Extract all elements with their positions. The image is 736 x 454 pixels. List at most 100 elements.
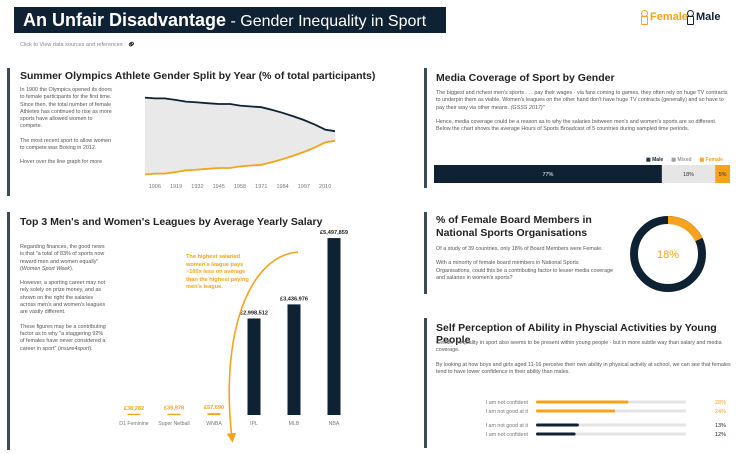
media-paragraph-2: Hence, media coverage could be a reason … <box>436 118 717 133</box>
media-legend-mixed: ▦ Mixed <box>671 157 691 163</box>
legend-male-label: Male <box>696 10 721 23</box>
olympics-line-female <box>144 139 336 176</box>
sources-link[interactable]: Click to View data sources and reference… <box>20 37 139 52</box>
perception-bar <box>536 400 629 404</box>
olympics-x-tick: 1945 <box>213 184 225 190</box>
salary-annotation: The highest salaried women's league pays… <box>186 254 249 291</box>
media-legend-mixed-label: Mixed <box>677 157 692 163</box>
media-title: Media Coverage of Sport by Gender <box>436 72 615 84</box>
salary-value-label: £2,998,512 <box>240 311 268 317</box>
title-bold: An Unfair Disadvantage <box>23 10 227 30</box>
section-marker-salary <box>7 212 10 450</box>
salary-paragraph-1: Regarding finances, the good news is tha… <box>20 244 108 273</box>
salary-bar <box>287 304 301 415</box>
olympics-x-tick: 1997 <box>298 184 310 190</box>
perception-row-label: I am not good at it <box>486 409 529 415</box>
salary-category-label: IPL <box>250 421 258 427</box>
sources-link-label: Click to View data sources and reference… <box>20 41 123 48</box>
perception-paragraph-1: Gender inequality in sport also seems to… <box>436 340 722 354</box>
section-marker-board <box>424 212 427 294</box>
perception-value-label: 13% <box>715 423 726 429</box>
media-citation: (GSSS 2017)" <box>510 104 545 111</box>
salary-p1-text: Regarding finances, the good news is tha… <box>20 244 105 272</box>
salary-category-label: NBA <box>329 421 340 427</box>
section-marker-perception <box>424 318 427 448</box>
perception-row-label: I am not confident <box>486 432 529 438</box>
legend-male[interactable]: Male <box>686 10 721 25</box>
perception-track <box>536 432 686 436</box>
salary-paragraph-2: However, a sporting career may not rely … <box>20 280 106 316</box>
salary-category-label: Super Netball <box>158 421 189 427</box>
legend-female-label: Female <box>650 10 688 23</box>
perception-value-label: 24% <box>715 409 726 415</box>
salary-category-label: D1 Feminine <box>119 421 149 427</box>
male-figure-icon <box>686 10 694 25</box>
olympics-line-male <box>144 96 336 133</box>
perception-value-label: 28% <box>715 400 726 406</box>
salary-annotation-arrow <box>226 251 299 443</box>
media-legend-female-label: Female <box>705 157 723 163</box>
page-title: An Unfair Disadvantage - Gender Inequali… <box>14 7 446 33</box>
media-legend-male: ▦ Male <box>646 157 663 163</box>
salary-p1-end: ). <box>69 265 74 272</box>
perception-row-label: I am not good at it <box>486 423 529 429</box>
media-bar-label-male: 77% <box>542 172 553 178</box>
olympics-x-tick: 1932 <box>191 184 203 190</box>
female-icon: ▦ <box>699 157 705 163</box>
perception-value-label: 12% <box>715 432 726 438</box>
perception-title: Self Perception of Ability in Physcial A… <box>436 322 717 346</box>
female-figure-icon <box>640 10 648 25</box>
olympics-x-tick: 1971 <box>255 184 267 190</box>
salary-p1-citation: Women Sport Week <box>21 265 70 272</box>
perception-paragraph-2: By looking at how boys and girls aged 11… <box>436 361 731 375</box>
media-legend-female: ▦ Female <box>700 157 723 163</box>
perception-bar <box>536 409 616 413</box>
legend-female[interactable]: Female <box>640 10 688 25</box>
media-bar-label-female: 5% <box>719 172 727 178</box>
perception-bar <box>536 432 576 436</box>
olympics-title: Summer Olympics Athlete Gender Split by … <box>20 70 376 82</box>
media-bar-mixed <box>661 165 716 183</box>
salary-value-label: £57,690 <box>204 405 224 411</box>
board-text: Of a study of 39 countries, only 18% of … <box>436 246 614 282</box>
salary-category-label: MLB <box>289 421 300 427</box>
olympics-x-tick: 1919 <box>170 184 182 190</box>
salary-bar <box>207 413 221 415</box>
perception-track <box>536 423 686 427</box>
salary-bar <box>127 413 141 415</box>
media-paragraph-1: The biggest and richest men's sports . .… <box>436 90 732 112</box>
salary-bar <box>327 238 341 415</box>
salary-bar <box>167 413 181 415</box>
salary-p3-text: These figures may be a contributing fact… <box>20 323 106 352</box>
olympics-text: In 1900 the Olympics opened its doors to… <box>20 87 116 167</box>
section-marker-olympics <box>7 68 10 196</box>
board-donut-female-slice <box>630 216 706 292</box>
salary-bar <box>247 318 261 415</box>
board-paragraph-2: With a minority of female board members … <box>436 260 614 281</box>
perception-bar <box>536 423 579 427</box>
salary-value-label: £3,436,976 <box>280 296 308 302</box>
olympics-x-tick: 1958 <box>234 184 246 190</box>
salary-value-label: £39,978 <box>164 406 184 412</box>
section-marker-media <box>424 68 427 188</box>
olympics-area-chart[interactable]: 1906 1919 1932 1945 1958 1971 1984 1997 2010 <box>140 90 340 194</box>
media-stacked-bar[interactable]: 77% 18% 5% <box>434 165 730 183</box>
mixed-icon: ▦ <box>671 157 676 163</box>
olympics-x-tick: 1906 <box>149 184 161 190</box>
salary-text: Regarding finances, the good news is tha… <box>20 244 108 353</box>
board-donut-chart[interactable]: 18% <box>626 212 710 296</box>
perception-text: Gender inequality in sport also seems to… <box>436 340 732 376</box>
media-bar-female <box>715 165 730 183</box>
olympics-paragraph-1: In 1900 the Olympics opened its doors to… <box>20 87 112 130</box>
media-text: The biggest and richest men's sports . .… <box>436 90 732 133</box>
salary-value-label: £38,282 <box>124 406 144 412</box>
board-donut-center-label: 18% <box>657 249 679 261</box>
olympics-x-tick: 1984 <box>276 184 288 190</box>
board-title: % of Female Board Members in National Sp… <box>436 214 592 239</box>
perception-bar-chart[interactable]: I am not confident 28% I am not good at it… <box>436 396 732 444</box>
olympics-paragraph-3: Hover over the line graph for more <box>20 159 103 166</box>
salary-p3-end: ). <box>89 345 93 352</box>
olympics-gap-area <box>145 97 335 175</box>
media-legend-male-label: Male <box>652 157 664 163</box>
salary-bar-chart[interactable]: £38,282 D1 Feminine £39,978 Super Netball £5… <box>108 226 348 454</box>
